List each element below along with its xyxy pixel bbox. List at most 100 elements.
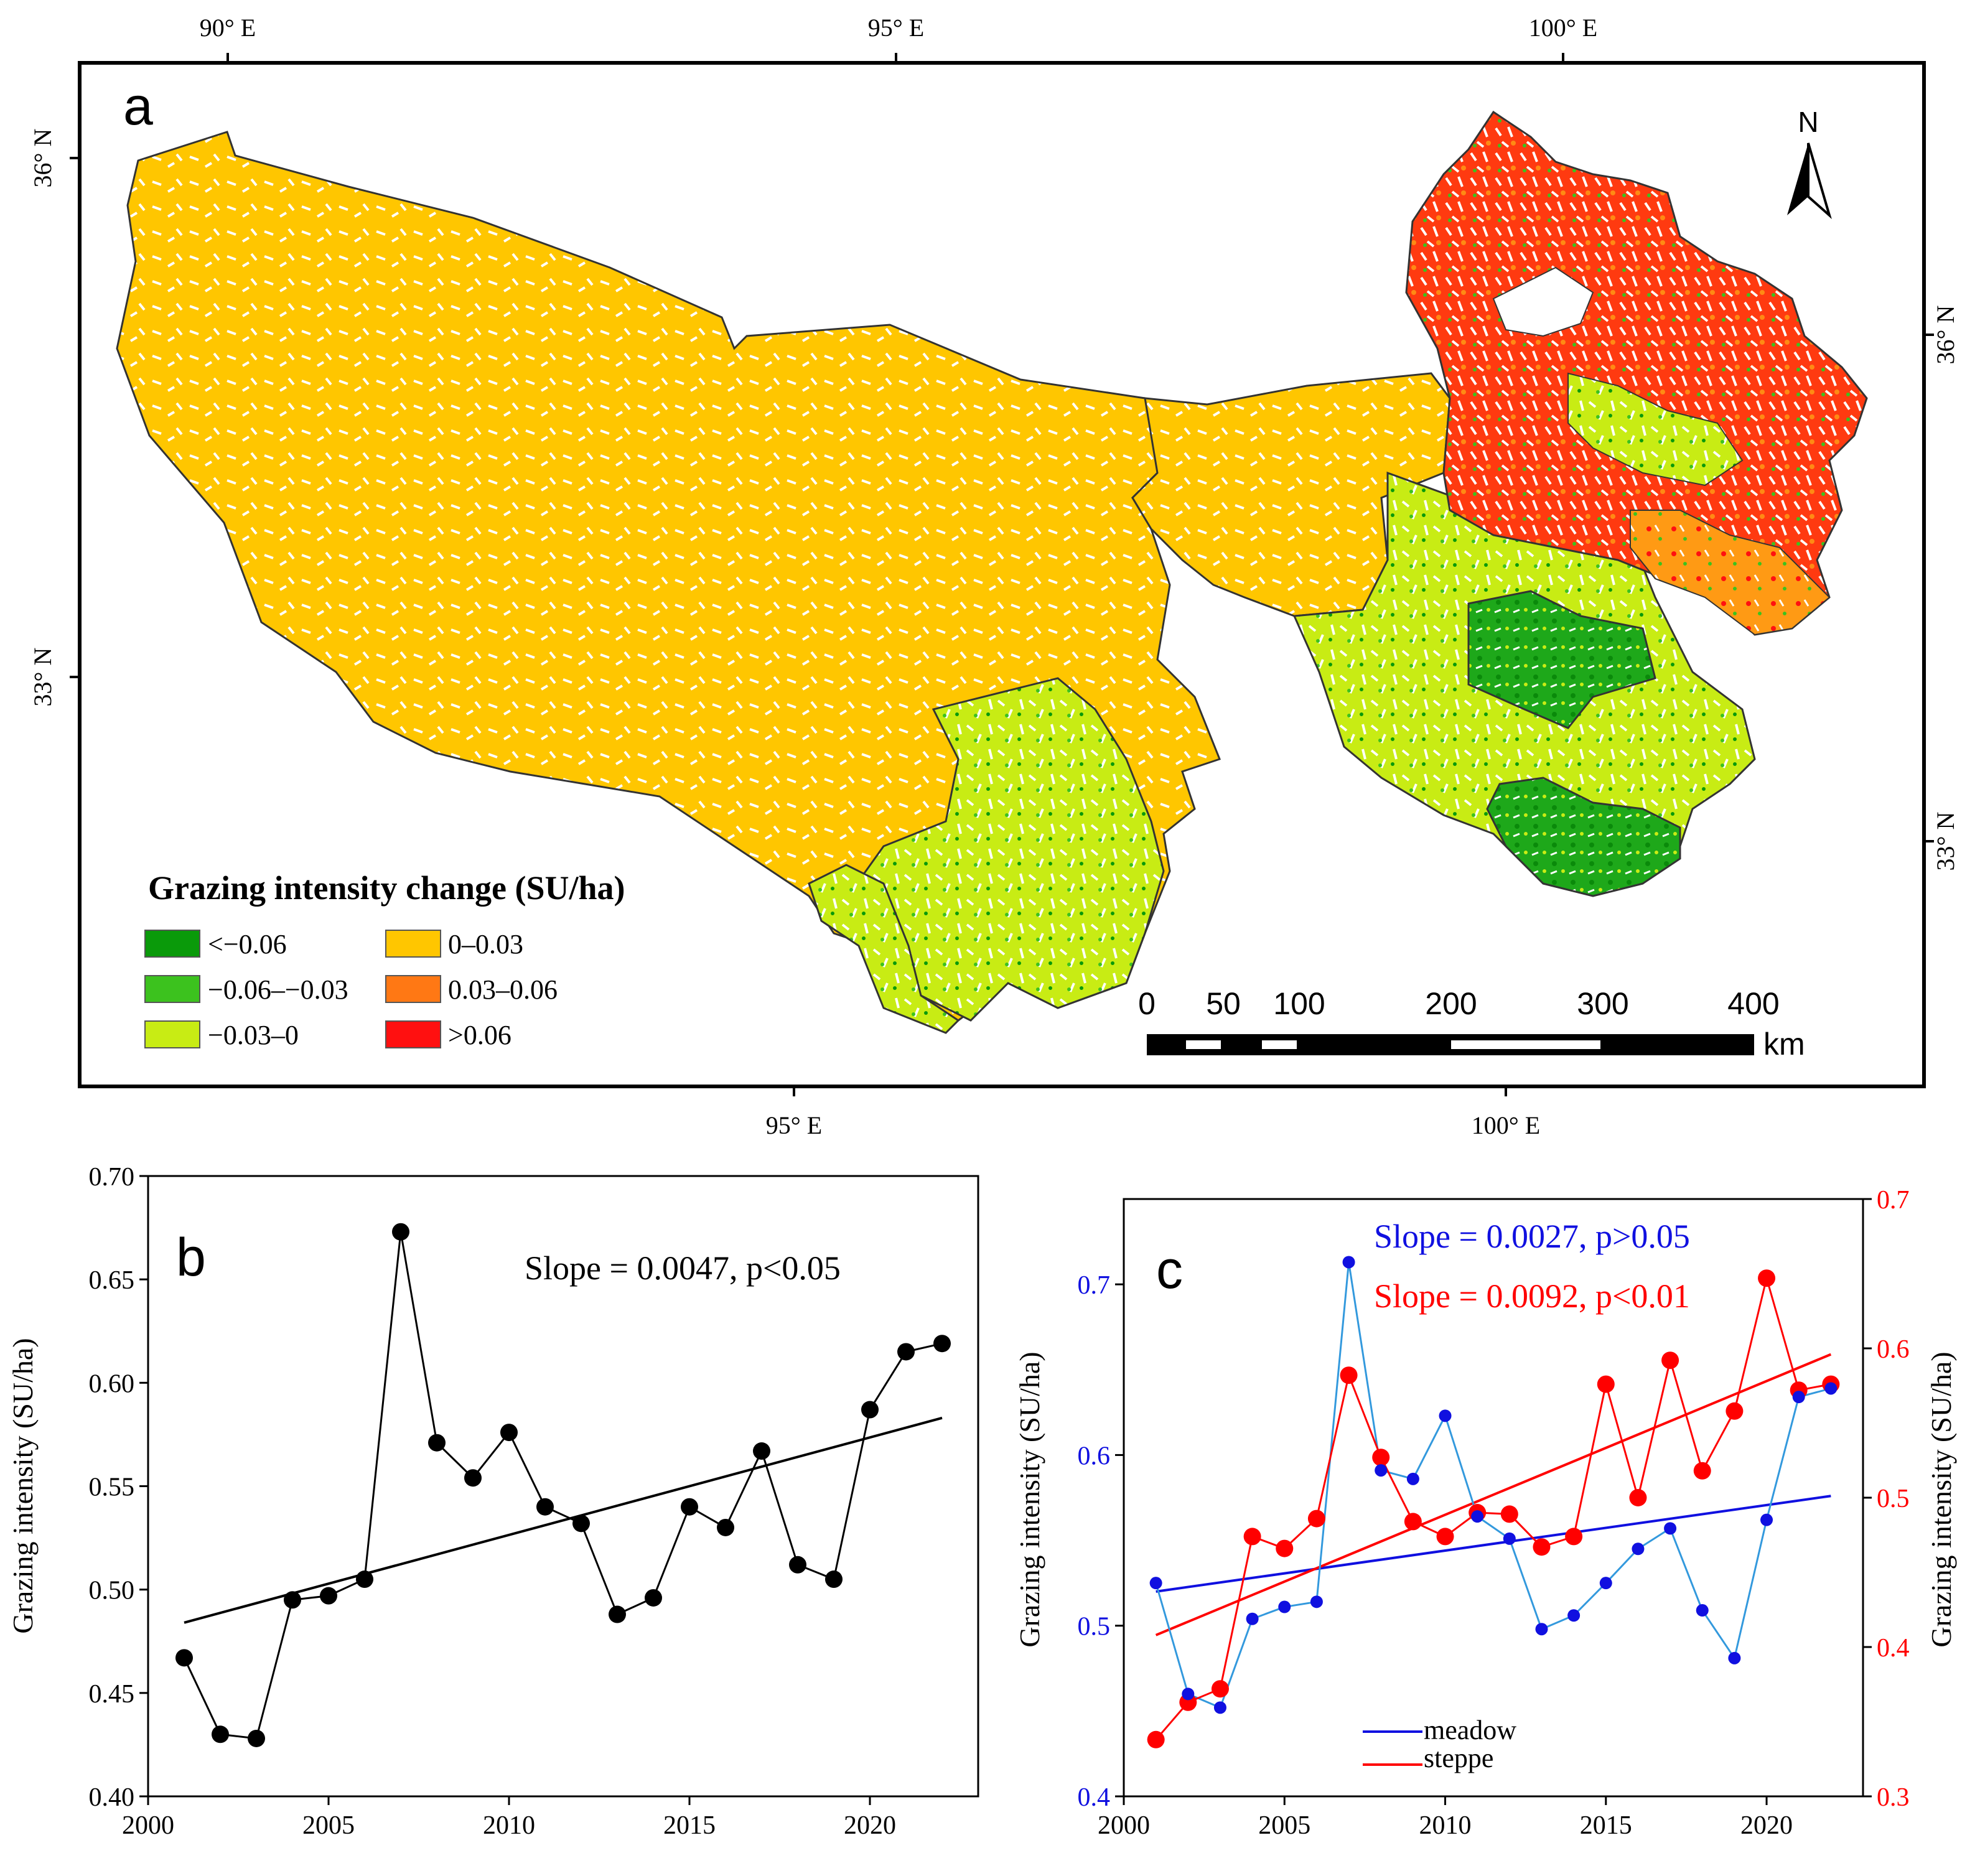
data-point-meadow [1760,1513,1773,1526]
data-point-meadow [1310,1595,1323,1608]
data-point-meadow [1567,1609,1581,1622]
data-point-b [609,1605,626,1623]
annotation-b: Slope = 0.0047, p<0.05 [525,1249,841,1287]
legend-c: meadow steppe [1363,1715,1516,1773]
legend-label: 0.03–0.06 [448,974,558,1005]
x-tick-label-c: 2000 [1098,1811,1150,1840]
data-point-steppe [1147,1730,1165,1748]
trend-line-steppe [1155,1353,1832,1636]
marks-c [1147,1256,1840,1748]
data-point-meadow [1439,1409,1452,1422]
data-point-b [789,1556,806,1574]
legend-label: <−0.06 [208,929,287,959]
data-point-steppe [1436,1528,1454,1546]
map-region-southwest-green [808,677,1165,1034]
data-point-steppe [1340,1366,1358,1384]
ylabel-c-right: Grazing intensity (SU/ha) [1925,1351,1957,1647]
data-point-steppe [1500,1505,1518,1523]
bottom-tick-label: 100° E [1472,1111,1540,1139]
bottom-tick-label: 95° E [766,1111,822,1139]
data-point-b [825,1570,843,1589]
y-tick-label-c-right: 0.3 [1877,1783,1910,1812]
data-point-b [536,1498,554,1516]
data-point-meadow [1632,1542,1645,1556]
right-tick-label: 33° N [1931,812,1959,871]
legend-label: >0.06 [448,1020,511,1050]
data-point-steppe [1565,1528,1583,1546]
legend-swatch [385,1020,441,1048]
scale-label: 400 [1727,986,1779,1021]
map-bottom-ticks: 95° E 100° E [766,1086,1540,1139]
data-point-b [284,1591,301,1609]
legend-swatch [144,1020,200,1048]
map-frame [78,61,1926,1088]
data-point-steppe [1533,1538,1551,1556]
data-point-meadow [1375,1464,1388,1477]
data-point-steppe [1758,1269,1776,1287]
x-tick-label-b: 2010 [483,1811,535,1840]
data-point-meadow [1824,1382,1838,1395]
y-tick-label-b: 0.45 [89,1680,135,1709]
data-point-steppe [1661,1351,1679,1370]
ylabel-c-left: Grazing intensity (SU/ha) [1014,1351,1045,1647]
data-point-b [248,1729,265,1747]
data-point-steppe [1629,1489,1647,1506]
scale-label: 50 [1206,986,1241,1021]
legend-label: 0–0.03 [448,929,523,959]
top-tick-label: 90° E [200,14,256,42]
ylabel-b: Grazing intensity (SU/ha) [7,1338,39,1633]
marks-b [175,1223,951,1747]
x-tick-label-c: 2010 [1419,1811,1472,1840]
legend-title: Grazing intensity change (SU/ha) [148,869,625,907]
legend-swatch [144,930,200,958]
y-tick-label-b: 0.55 [89,1473,135,1502]
data-point-meadow [1182,1687,1195,1701]
panel-label-c: c [1156,1240,1183,1300]
data-point-meadow [1599,1577,1612,1590]
y-tick-label-c-left: 0.7 [1078,1271,1111,1300]
data-point-steppe [1372,1449,1390,1467]
x-tick-label-b: 2000 [122,1811,174,1840]
data-point-meadow [1535,1623,1548,1636]
data-point-b [500,1424,518,1442]
data-point-meadow [1664,1522,1677,1535]
scale-label: 200 [1425,986,1477,1021]
data-point-b [320,1587,337,1605]
y-tick-label-c-right: 0.7 [1877,1186,1910,1215]
x-tick-label-c: 2005 [1258,1811,1310,1840]
left-tick-label: 33° N [29,648,57,707]
data-point-b [212,1725,229,1743]
legend-swatch [385,975,441,1003]
legend-swatch [144,975,200,1003]
data-point-meadow [1792,1391,1805,1404]
y-tick-label-b: 0.65 [89,1266,135,1295]
data-point-b [933,1335,951,1353]
chart-b: b Slope = 0.0047, p<0.05 Grazing intensi… [7,1163,979,1840]
y-tick-label-c-left: 0.5 [1078,1613,1111,1641]
panel-label-b: b [176,1228,206,1287]
data-point-b [681,1498,698,1516]
x-tick-label-c: 2020 [1740,1811,1793,1840]
map-panel: 90° E 95° E 100° E 36° N 33° N 36° N 33°… [29,14,1959,1139]
panel-label-a: a [123,77,153,136]
y-tick-label-c-right: 0.5 [1877,1485,1910,1513]
data-point-meadow [1696,1604,1709,1617]
data-point-meadow [1342,1256,1355,1269]
data-point-meadow [1471,1510,1484,1523]
legend-c-steppe: steppe [1424,1743,1493,1773]
map-left-ticks: 36° N 33° N [29,129,80,707]
data-point-b [753,1442,770,1460]
map-right-ticks: 36° N 33° N [1924,306,1959,871]
data-point-steppe [1725,1402,1744,1420]
data-point-meadow [1406,1472,1419,1485]
legend-label: −0.06–−0.03 [208,974,348,1005]
data-point-b [428,1434,446,1452]
data-point-b [464,1469,482,1487]
y-tick-label-b: 0.40 [89,1783,135,1812]
y-tick-label-c-right: 0.6 [1877,1335,1910,1364]
series-line-b [183,1231,943,1740]
scale-label: 100 [1273,986,1325,1021]
map-region-northeast-red [1405,110,1868,636]
x-tick-label-b: 2020 [844,1811,896,1840]
